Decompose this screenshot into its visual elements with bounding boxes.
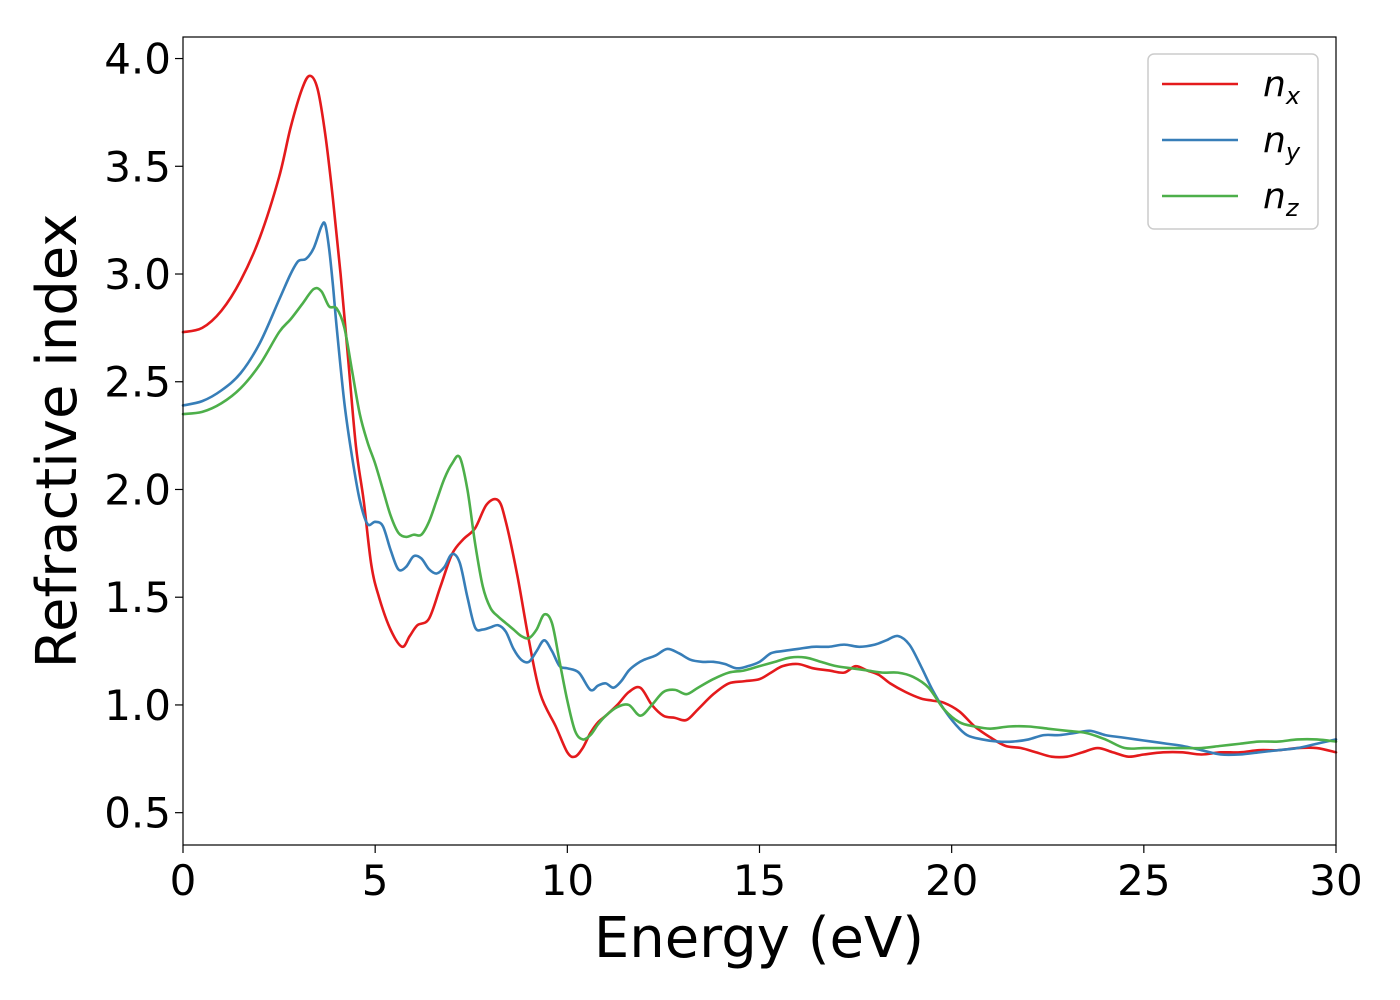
y-tick-label: 4.0 bbox=[104, 35, 171, 84]
legend-label-subscript: x bbox=[1285, 82, 1301, 110]
legend-label-base: n bbox=[1263, 120, 1286, 161]
plot-area bbox=[183, 37, 1336, 845]
legend-box bbox=[1147, 53, 1319, 230]
y-axis-ticks: 0.5 1.0 1.5 2.0 2.5 3.0 3.5 4.0 bbox=[104, 35, 183, 838]
y-tick-label: 3.5 bbox=[104, 142, 171, 191]
series-layer bbox=[181, 74, 1338, 759]
x-axis-label: Energy (eV) bbox=[594, 906, 924, 971]
legend-label-x: nx bbox=[1263, 64, 1301, 110]
y-tick-label: 3.0 bbox=[104, 250, 171, 299]
x-tick-label: 15 bbox=[733, 856, 786, 905]
legend-label-base: n bbox=[1263, 176, 1286, 217]
legend-label-y: ny bbox=[1263, 120, 1301, 166]
y-tick-label: 2.0 bbox=[104, 465, 171, 514]
x-axis-ticks: 0 5 10 15 20 25 30 bbox=[170, 845, 1363, 905]
series-line-n-z bbox=[181, 286, 1338, 750]
y-tick-label: 0.5 bbox=[104, 789, 171, 838]
y-tick-label: 2.5 bbox=[104, 358, 171, 407]
x-tick-label: 10 bbox=[541, 856, 594, 905]
x-tick-label: 20 bbox=[925, 856, 978, 905]
y-axis-label: Refractive index bbox=[25, 214, 90, 669]
series-line-n-y bbox=[181, 221, 1338, 757]
x-tick-label: 0 bbox=[170, 856, 197, 905]
legend-label-subscript: y bbox=[1285, 138, 1301, 166]
x-tick-label: 30 bbox=[1309, 856, 1362, 905]
legend-label-subscript: z bbox=[1285, 194, 1300, 222]
y-tick-label: 1.5 bbox=[104, 573, 171, 622]
series-line-n-x bbox=[181, 74, 1338, 759]
x-tick-label: 5 bbox=[362, 856, 389, 905]
y-tick-label: 1.0 bbox=[104, 681, 171, 730]
legend-label-base: n bbox=[1263, 64, 1286, 105]
x-tick-label: 25 bbox=[1117, 856, 1170, 905]
legend-label-z: nz bbox=[1263, 176, 1300, 222]
